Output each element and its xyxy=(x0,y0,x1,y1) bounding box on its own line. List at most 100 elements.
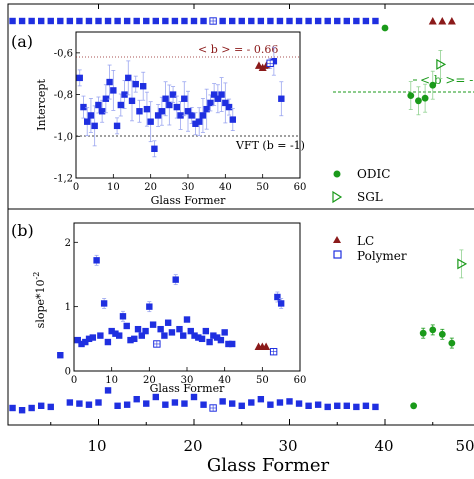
inset-a-blue-point xyxy=(84,118,91,125)
panel-b-blue-point xyxy=(257,396,265,403)
panel-b-blue-point xyxy=(362,402,370,409)
inset-b-blue-point xyxy=(206,338,213,346)
inset-a-blue-point xyxy=(166,101,173,109)
panel-b-blue-point xyxy=(28,404,35,412)
panel-a-blue-point xyxy=(267,17,274,25)
panel-a-blue-point xyxy=(190,17,198,25)
inset-b-blue-point xyxy=(131,335,138,343)
panel-b-blue-point xyxy=(76,400,83,407)
inset-b-blue-point xyxy=(217,336,225,344)
panel-a-blue-point xyxy=(133,17,140,25)
inset-a-blue-point xyxy=(199,112,207,119)
inset-a-blue-point xyxy=(113,122,121,130)
panel-a-blue-point xyxy=(248,17,255,25)
panel-b-blue-point xyxy=(314,401,322,408)
inset-a-blue-point xyxy=(210,91,218,98)
inset-b-blue-point xyxy=(123,322,130,330)
panel-a-blue-point xyxy=(305,17,312,25)
panel-a-blue-point xyxy=(229,17,236,25)
inset-b-blue-point xyxy=(85,335,93,343)
panel-b-sgl-point xyxy=(457,258,468,270)
inset-a-blue-point xyxy=(196,118,203,125)
inset-a-blue-point xyxy=(117,101,124,109)
inset-b-blue-point xyxy=(78,340,85,348)
panel-a-odic-point xyxy=(415,97,422,105)
inset-b-blue-point xyxy=(164,319,172,326)
panel-b-blue-point xyxy=(267,401,274,408)
inset-b-blue-point xyxy=(180,332,187,339)
panel-b-blue-point xyxy=(305,402,312,409)
panel-a-lc-point xyxy=(438,17,447,25)
panel-b-points xyxy=(9,249,468,414)
panel-a-blue-point xyxy=(295,17,303,25)
panel-a-blue-point xyxy=(219,17,226,25)
inset-b-blue-point xyxy=(127,336,134,344)
inset-a-blue-point xyxy=(229,116,236,123)
inset-b-blue-point xyxy=(149,321,157,328)
inset-b-y-label-base: slope*10 xyxy=(34,279,47,328)
panel-b-blue-point xyxy=(143,400,150,407)
inset-b-blue-point xyxy=(202,327,210,335)
inset-a-y-tick-label: -0,8 xyxy=(54,90,73,101)
panel-a-blue-point xyxy=(66,17,74,25)
legend-polymer-marker xyxy=(333,250,342,259)
inset-a-blue-point xyxy=(207,99,214,107)
panel-b-blue-point xyxy=(248,399,255,406)
inset-b-axes: 0 10 20 30 40 50 60 0 1 2 xyxy=(65,238,307,386)
panel-a-blue-point xyxy=(9,17,16,25)
inset-b-y-tick-label: 2 xyxy=(65,238,71,249)
panel-b-frame xyxy=(7,208,474,426)
main-x-tick-40: 40 xyxy=(374,437,393,455)
panel-a-blue-point xyxy=(18,17,26,25)
panel-a-blue-point xyxy=(200,17,207,25)
panel-a-blue-point xyxy=(362,17,370,25)
inset-b-blue-point xyxy=(168,329,176,336)
panel-b-blue-point xyxy=(114,402,121,409)
panel-b-blue-point xyxy=(181,400,188,407)
inset-a-lc-point xyxy=(262,61,271,69)
inset-a-x-tick-label: 0 xyxy=(73,182,79,193)
inset-b-blue-point xyxy=(187,327,194,335)
inset-a-blue-point xyxy=(128,97,136,105)
panel-a-blue-point xyxy=(57,17,64,25)
inset-a-y-tick-label: -1,0 xyxy=(54,132,73,143)
panel-a-sgl-point xyxy=(436,58,447,70)
inset-a-y-label: Intercept xyxy=(35,79,48,131)
inset-a-x-tick-label: 20 xyxy=(144,182,157,193)
inset-a-x-tick-label: 50 xyxy=(256,182,269,193)
inset-b-x-tick-label: 50 xyxy=(256,375,269,386)
inset-a-blue-point xyxy=(203,105,210,113)
panel-a-blue-point xyxy=(238,17,245,25)
inset-a-blue-point xyxy=(225,103,233,111)
panel-a-odic-point xyxy=(407,92,415,99)
inset-a-blue-point xyxy=(76,74,83,82)
panel-b-blue-point xyxy=(152,393,159,401)
inset-a-y-tick-label: -1,2 xyxy=(54,174,73,185)
panel-a-blue-point xyxy=(181,17,188,25)
panel-b-blue-point xyxy=(286,398,293,405)
panel-a-odic-point xyxy=(421,94,429,102)
inset-b-lc-point xyxy=(262,342,271,351)
panel-b-odic-point xyxy=(448,339,456,347)
inset-b-x-tick-label: 0 xyxy=(71,375,77,386)
panel-a-blue-point xyxy=(47,17,54,25)
inset-a-y-tick-label: -0,6 xyxy=(54,48,73,59)
inset-b: 0 10 20 30 40 50 60 0 1 2 Glass Former slope*10-2 xyxy=(32,222,307,395)
inset-a-blue-point xyxy=(151,145,158,152)
panel-a-blue-point xyxy=(353,17,360,25)
panel-b-blue-point xyxy=(276,399,284,406)
inset-a-blue-point xyxy=(222,99,229,107)
panel-b-blue-point xyxy=(162,401,169,408)
inset-a-blue-point xyxy=(162,95,169,102)
inset-a-blue-point xyxy=(181,95,188,102)
panel-a-blue-point xyxy=(76,17,83,25)
panel-b-label: (b) xyxy=(11,221,34,240)
inset-b-blue-point xyxy=(104,338,112,346)
inset-a-blue-point xyxy=(188,112,195,119)
panel-a-blue-point xyxy=(314,17,322,25)
panel-a-blue-point xyxy=(334,17,341,25)
inset-b-blue-point xyxy=(93,257,100,264)
inset-b-blue-point xyxy=(138,332,145,339)
inset-b-blue-point xyxy=(221,329,228,336)
